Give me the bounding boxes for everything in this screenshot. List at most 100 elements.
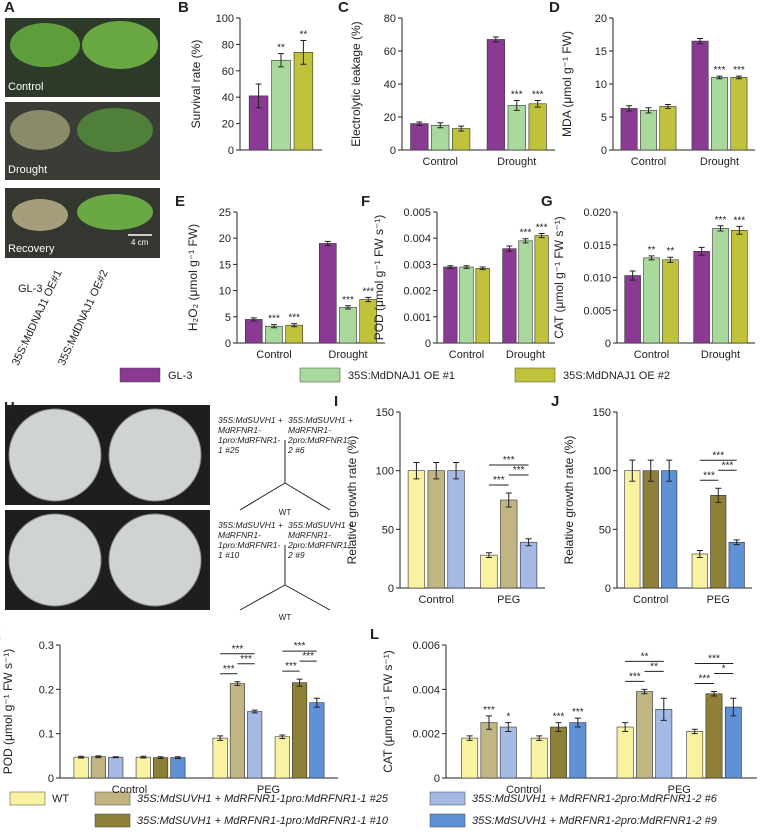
y-tick-label: 25 xyxy=(219,207,231,219)
x-tick-label: PEG xyxy=(257,784,280,796)
bar xyxy=(212,737,228,779)
bar xyxy=(292,682,308,779)
y-tick-label: 0.3 xyxy=(39,640,54,652)
error-bar xyxy=(313,697,320,708)
y-tick-label: 0.002 xyxy=(403,286,431,298)
error-bar xyxy=(711,691,718,697)
significance: *** xyxy=(503,455,515,466)
significance: *** xyxy=(536,222,548,233)
y-axis-title: POD (μmol g⁻¹ FW s⁻¹) xyxy=(1,649,15,775)
bar xyxy=(73,756,89,779)
leaves xyxy=(77,194,153,230)
condition-label: Drought xyxy=(8,164,47,176)
significance: *** xyxy=(511,90,523,101)
error-bar xyxy=(716,75,723,80)
error-bar xyxy=(365,296,372,303)
x-tick-label: Drought xyxy=(328,349,367,361)
y-tick-label: 100 xyxy=(593,466,611,478)
y-tick-label: 0.005 xyxy=(403,207,431,219)
bar xyxy=(108,756,124,779)
error-bar xyxy=(538,232,545,239)
y-tick-label: 0.006 xyxy=(412,640,440,652)
bar xyxy=(271,59,291,151)
y-tick-label: 100 xyxy=(216,13,234,25)
bar xyxy=(731,230,748,344)
genotype-label: 35S:MdDNAJ1 OE#2 xyxy=(56,268,111,367)
bar xyxy=(500,499,518,589)
legend-label: 35S:MdSUVH1 + MdRFNR1-1pro:MdRFNR1-1 #25 xyxy=(137,793,389,805)
bar xyxy=(90,756,106,779)
error-bar xyxy=(300,39,307,65)
error-bar xyxy=(485,552,492,558)
significance: *** xyxy=(232,644,244,655)
bar xyxy=(244,319,263,344)
legend-label: 35S:MdSUVH1 + MdRFNR1-1pro:MdRFNR1-1 #10 xyxy=(137,815,389,827)
bar xyxy=(569,722,587,779)
y-tick-label: 10 xyxy=(595,79,607,91)
significance: *** xyxy=(703,470,715,481)
panel-letter: B xyxy=(178,0,189,16)
y-tick-label: 50 xyxy=(382,524,394,536)
significance: *** xyxy=(268,314,280,325)
bar xyxy=(534,235,549,344)
significance: ** xyxy=(277,43,285,54)
bar xyxy=(662,259,679,344)
bar xyxy=(620,108,638,151)
bar xyxy=(293,52,314,151)
significance: *** xyxy=(240,654,252,665)
significance: ** xyxy=(300,29,308,40)
error-bar xyxy=(717,225,724,232)
error-bar xyxy=(622,722,629,732)
bar xyxy=(550,726,567,779)
y-tick-label: 20 xyxy=(222,119,234,131)
error-bar xyxy=(536,735,543,741)
bar xyxy=(659,106,677,151)
error-bar xyxy=(291,323,298,328)
error-bar xyxy=(513,100,520,111)
bar xyxy=(643,257,660,344)
bar xyxy=(461,737,479,779)
plate-label: WT xyxy=(279,508,292,517)
legend-label: WT xyxy=(52,793,69,805)
error-bar xyxy=(279,734,286,740)
error-bar xyxy=(574,717,581,728)
bar xyxy=(730,77,748,151)
y-tick-label: 0 xyxy=(605,583,611,595)
bar xyxy=(724,706,742,779)
legend-swatch xyxy=(94,791,131,806)
y-tick-label: 0.003 xyxy=(403,259,431,271)
bar xyxy=(728,541,745,589)
significance: * xyxy=(506,712,510,723)
y-tick-label: 40 xyxy=(222,92,234,104)
bar xyxy=(410,123,429,151)
significance: *** xyxy=(302,651,314,662)
significance: *** xyxy=(708,654,720,665)
significance: * xyxy=(722,664,726,675)
y-tick-label: 80 xyxy=(384,13,396,25)
bar xyxy=(530,737,548,779)
bar xyxy=(624,470,641,589)
error-bar xyxy=(664,103,671,109)
significance: *** xyxy=(722,460,734,471)
error-bar xyxy=(735,75,742,80)
panel-letter: J xyxy=(551,393,559,410)
error-bar xyxy=(479,266,486,271)
significance: *** xyxy=(285,661,297,672)
significance: ** xyxy=(650,661,658,672)
legend-swatch xyxy=(514,367,556,383)
bar xyxy=(686,731,704,779)
y-tick-label: 0 xyxy=(425,338,431,350)
scale-label: 4 cm xyxy=(131,238,149,247)
bar xyxy=(274,736,290,779)
bar xyxy=(528,103,547,151)
significance: *** xyxy=(288,313,300,324)
error-bar xyxy=(648,255,655,261)
y-tick-label: 5 xyxy=(601,112,607,124)
plate-label: 35S:MdSUVH1 + MdRFNR1-2pro:MdRFNR1-2 #6 xyxy=(288,415,353,455)
x-tick-label: Control xyxy=(631,156,666,168)
error-bar xyxy=(505,722,512,732)
y-tick-label: 80 xyxy=(222,39,234,51)
error-bar xyxy=(453,461,460,480)
error-bar xyxy=(667,256,674,263)
legend-swatch xyxy=(429,791,466,806)
